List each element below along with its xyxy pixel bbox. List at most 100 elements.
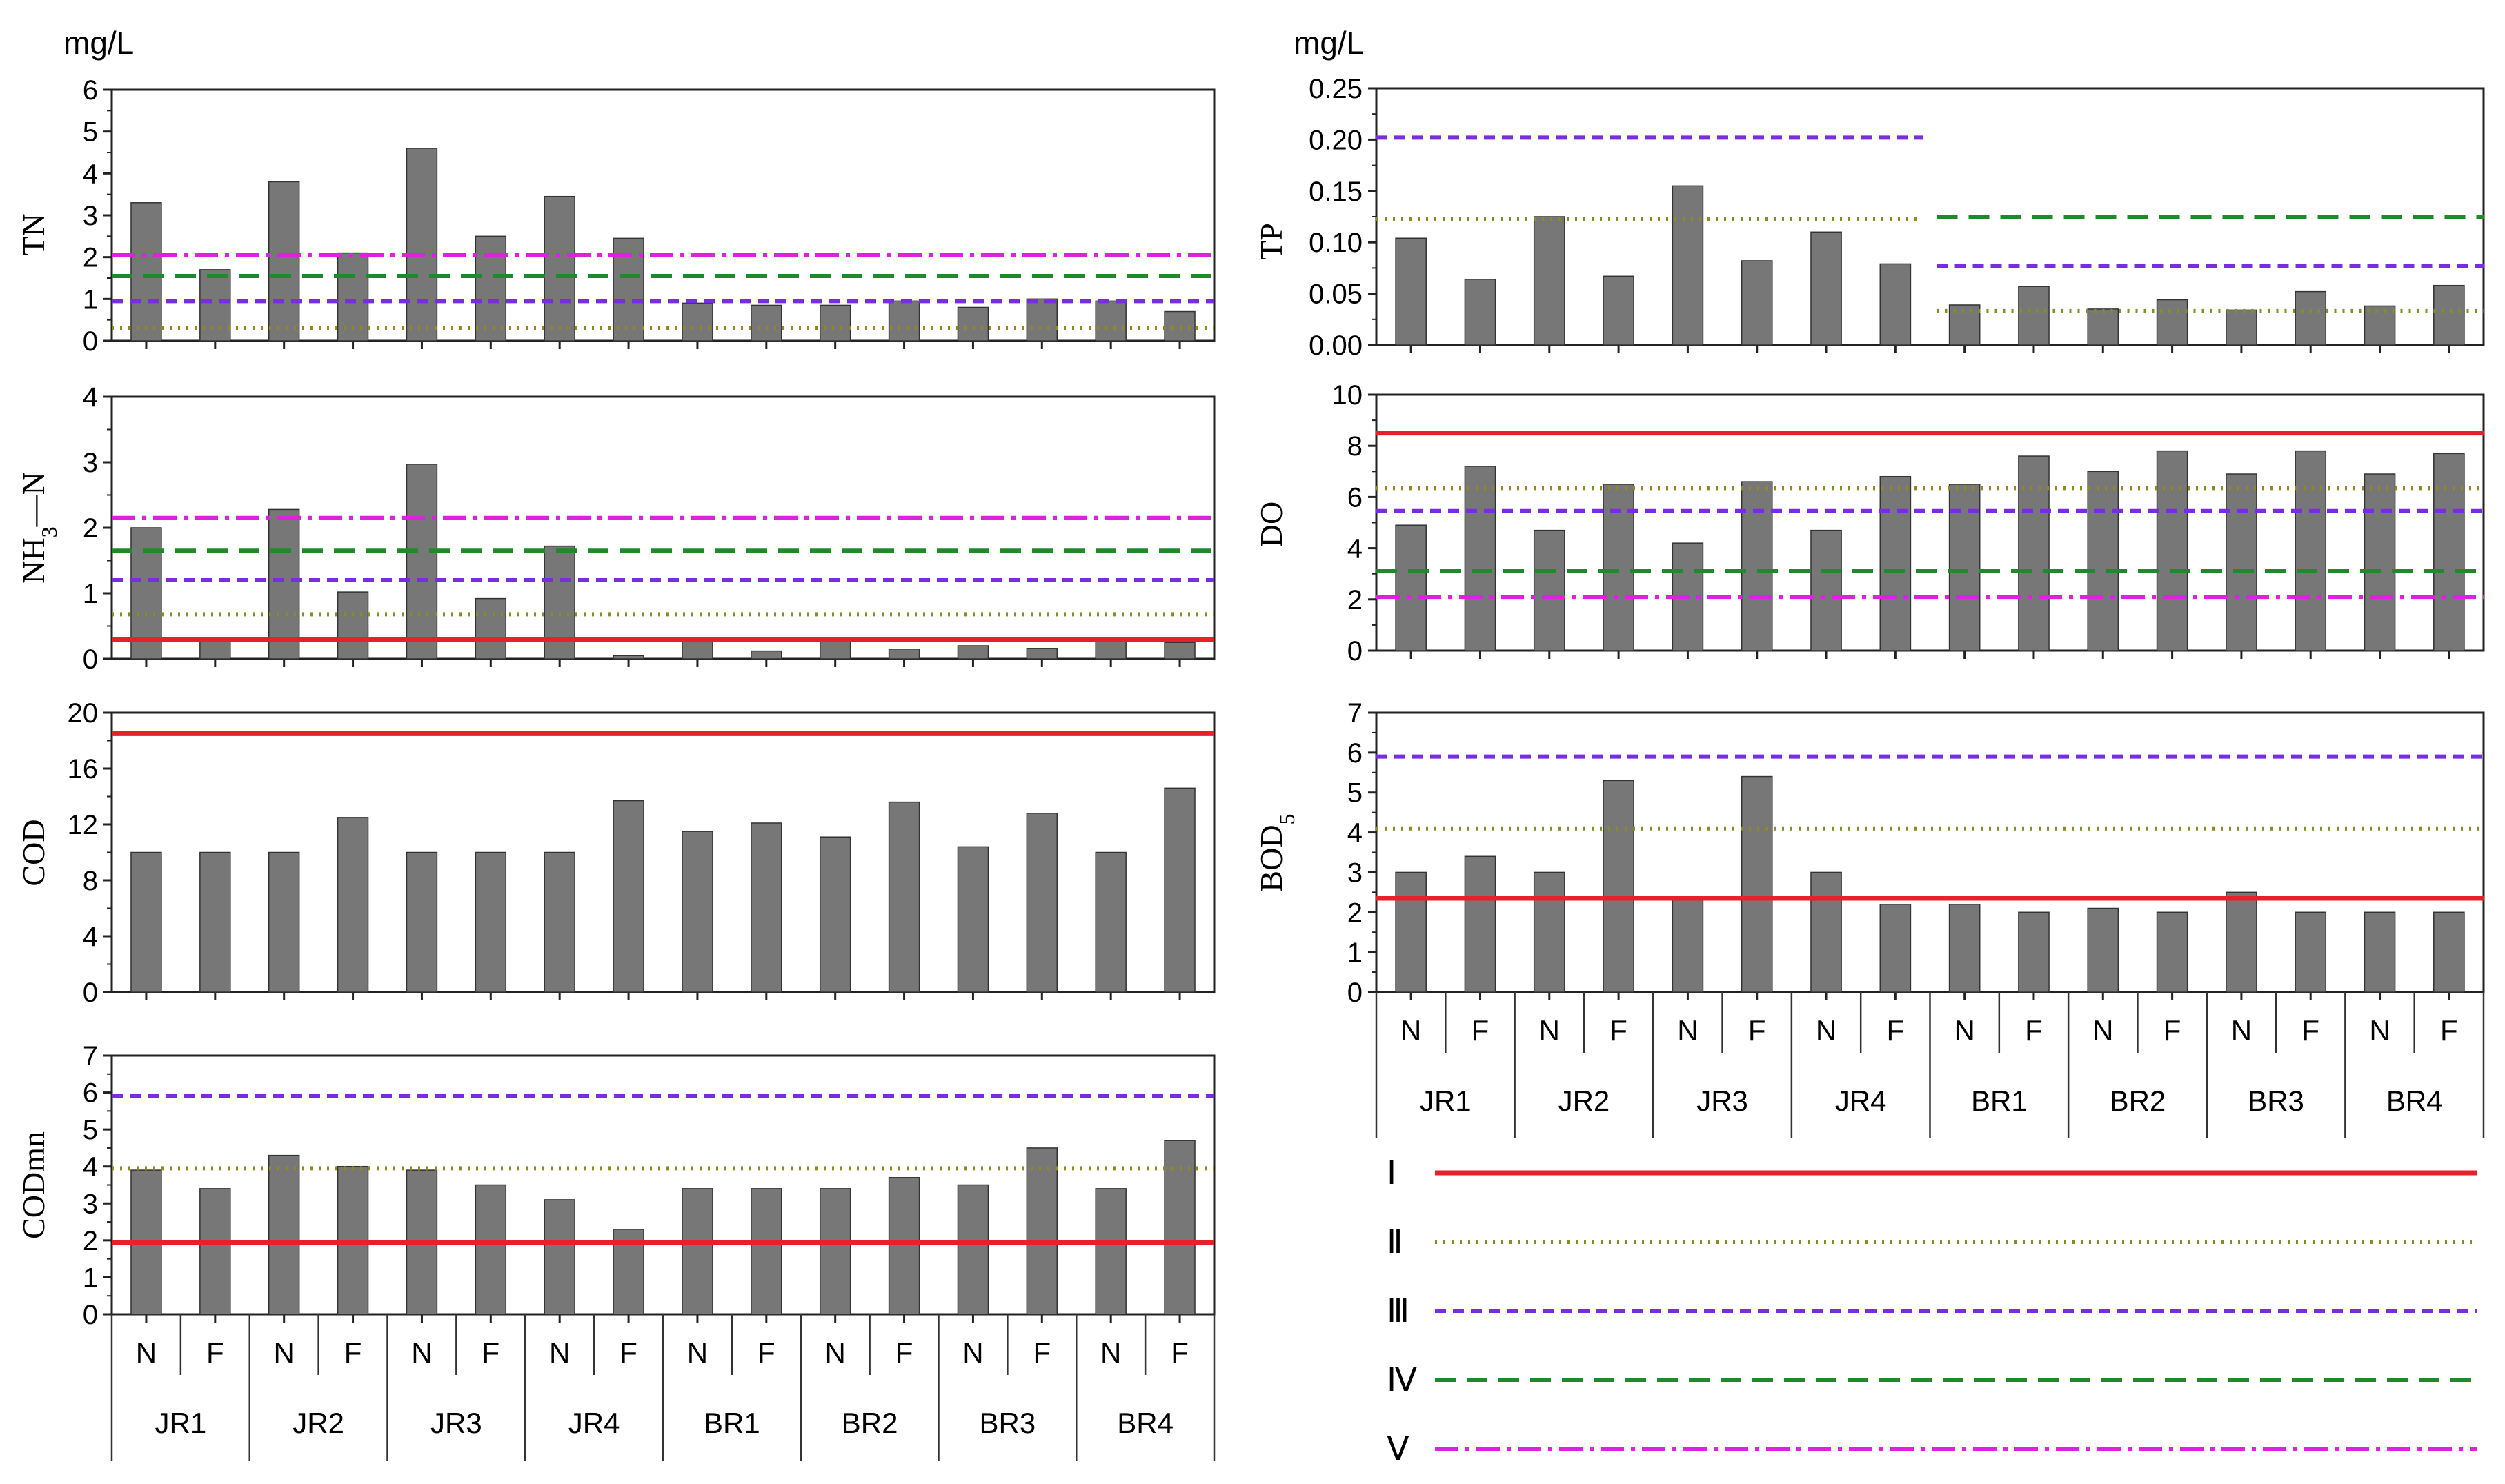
bar-tp: [1741, 260, 1773, 346]
y-axis-label: TN: [16, 213, 51, 255]
y-tick-label: 8: [83, 866, 98, 896]
site-label: JR3: [430, 1407, 482, 1439]
y-axis-label: COD: [16, 819, 51, 886]
y-tick-label: 0: [1347, 978, 1363, 1008]
bar-tn: [544, 195, 575, 342]
bar-tp: [2433, 284, 2465, 346]
bar-bod5: [1672, 896, 1704, 993]
y-tick-label: 0: [83, 644, 98, 675]
legend-label-grade-i: Ⅰ: [1387, 1155, 1396, 1191]
bar-tn: [268, 181, 300, 342]
bar-tn: [199, 269, 231, 342]
y-tick-label: 1: [1347, 938, 1363, 968]
bar-do: [2087, 471, 2119, 651]
tn-panel: 0 1 2 3 4 5 6 TN: [16, 75, 1216, 357]
bar-cod: [751, 822, 782, 993]
y-tick-label: 0: [1347, 636, 1363, 666]
bar-nh3n: [475, 597, 507, 660]
sample-label: F: [1171, 1336, 1189, 1369]
sample-label: F: [758, 1336, 775, 1369]
y-axis-label: BOD5: [1254, 813, 1299, 891]
bar-cod: [1164, 787, 1196, 993]
unit-label-left: mg/L: [63, 25, 134, 61]
bar-do: [1464, 466, 1496, 651]
sample-label: F: [1610, 1014, 1627, 1047]
bar-cod: [613, 800, 644, 993]
bar-do: [2433, 453, 2465, 651]
bar-tn: [1095, 300, 1127, 342]
sample-label: F: [620, 1336, 637, 1369]
sample-label: F: [2301, 1014, 2319, 1047]
sample-label: N: [1954, 1014, 1974, 1047]
sample-label: F: [344, 1336, 362, 1369]
bar-nh3n: [199, 640, 231, 660]
y-tick-label: 6: [83, 75, 98, 106]
site-label: JR4: [1835, 1085, 1887, 1117]
y-axis-label: TP: [1254, 223, 1289, 260]
sample-label: N: [2369, 1014, 2390, 1047]
category-axis-right: N F N F N F N F N F N F N F N F JR1 JR2 JR3 JR4 BR1 BR2 BR3 BR4: [1375, 992, 2485, 1138]
bar-cod: [819, 836, 851, 993]
bar-cod: [682, 831, 713, 993]
y-tick-label: 2: [1347, 898, 1363, 928]
sample-label: N: [825, 1336, 846, 1369]
y-tick-label: 7: [1347, 698, 1363, 729]
bar-nh3n: [406, 464, 438, 660]
bar-tn: [406, 148, 438, 342]
bar-do: [1395, 524, 1427, 651]
sample-label: F: [2025, 1014, 2043, 1047]
site-label: JR1: [155, 1407, 207, 1439]
bar-nh3n: [819, 640, 851, 660]
site-label: BR1: [1971, 1085, 2028, 1117]
y-tick-label: 0: [83, 1300, 98, 1330]
site-label: BR3: [2248, 1085, 2304, 1117]
sample-label: N: [2092, 1014, 2113, 1047]
y-tick-label: 0: [83, 978, 98, 1008]
grade-legend: Ⅰ Ⅱ Ⅲ Ⅳ Ⅴ: [1387, 1155, 2477, 1467]
bar-nh3n: [613, 655, 644, 660]
site-label: BR4: [2386, 1085, 2443, 1117]
site-label: BR2: [842, 1407, 898, 1439]
tp-panel: 0.00 0.05 0.10 0.15 0.20 0.25 TP: [1254, 74, 2485, 361]
y-axis-label: DO: [1254, 502, 1289, 547]
bar-bod5: [1948, 903, 1981, 993]
bar-tp: [1533, 216, 1565, 346]
sample-label: F: [1748, 1014, 1766, 1047]
site-label: JR3: [1696, 1085, 1748, 1117]
y-tick-label: 5: [1347, 778, 1363, 809]
sample-label: N: [2231, 1014, 2252, 1047]
bar-tp: [1395, 237, 1427, 346]
bar-nh3n: [751, 650, 782, 660]
codmn-panel: 0 1 2 3 4 5 6 7 CODmn: [16, 1041, 1216, 1330]
site-label: BR3: [980, 1407, 1036, 1439]
bar-bod5: [1603, 780, 1634, 993]
sample-label: F: [482, 1336, 499, 1369]
bar-nh3n: [957, 645, 989, 660]
bar-nh3n: [1164, 642, 1196, 660]
y-tick-label: 2: [83, 513, 98, 544]
y-tick-label: 1: [83, 579, 98, 609]
bar-codmn: [1026, 1147, 1058, 1315]
bar-codmn: [751, 1188, 782, 1315]
bar-nh3n: [1026, 648, 1058, 660]
bar-do: [1810, 529, 1842, 651]
y-tick-label: 0.05: [1309, 279, 1363, 310]
y-tick-label: 2: [83, 1226, 98, 1256]
bar-bod5: [1879, 903, 1912, 993]
bar-codmn: [957, 1184, 989, 1315]
bar-tn: [475, 235, 507, 342]
bar-cod: [475, 851, 507, 993]
bar-bod5: [2433, 911, 2465, 993]
sample-label: F: [1033, 1336, 1051, 1369]
y-tick-label: 1: [83, 1263, 98, 1293]
bar-tp: [2087, 308, 2119, 346]
y-axis-label: CODmn: [16, 1131, 51, 1239]
bar-cod: [130, 851, 162, 993]
site-label: JR4: [568, 1407, 620, 1439]
bar-bod5: [2087, 907, 2119, 993]
y-tick-label: 8: [1347, 431, 1363, 462]
legend-label-grade-ii: Ⅱ: [1387, 1224, 1403, 1260]
legend-label-grade-v: Ⅴ: [1387, 1431, 1409, 1467]
bar-tp: [1948, 304, 1981, 346]
bar-tn: [130, 202, 162, 342]
